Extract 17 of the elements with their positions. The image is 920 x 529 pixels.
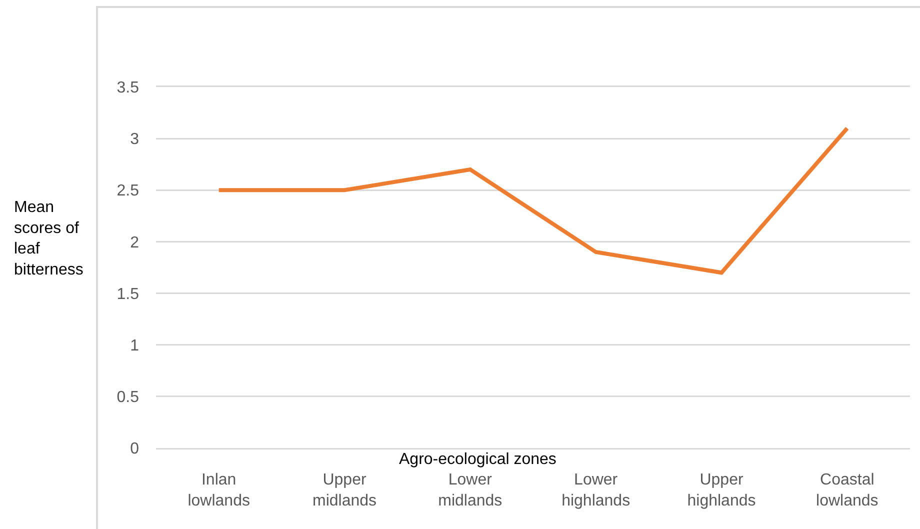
x-tick-label: Lower highlands bbox=[562, 472, 630, 510]
y-tick-label: 0.5 bbox=[116, 389, 140, 406]
y-tick-label: 3.5 bbox=[116, 80, 140, 97]
x-tick-label: Upper midlands bbox=[312, 472, 377, 510]
y-tick-label: 0 bbox=[130, 440, 140, 458]
line-series bbox=[216, 126, 850, 275]
x-tick-label: Inlan lowlands bbox=[188, 472, 250, 510]
x-tick-label: Upper highlands bbox=[687, 472, 756, 510]
x-tick-label: Lower midlands bbox=[438, 472, 502, 510]
y-tick-label: 2.5 bbox=[116, 182, 140, 200]
x-axis-title: Agro-ecological zones bbox=[399, 451, 556, 468]
y-tick-label: 1.5 bbox=[116, 286, 140, 303]
y-tick-label: 2 bbox=[130, 234, 140, 252]
y-tick-label: 3 bbox=[130, 131, 140, 148]
x-tick-label: Coastal lowlands bbox=[816, 472, 878, 510]
y-tick-label: 1 bbox=[130, 337, 140, 354]
y-axis-title: Mean scores of leaf bitterness bbox=[14, 199, 84, 278]
